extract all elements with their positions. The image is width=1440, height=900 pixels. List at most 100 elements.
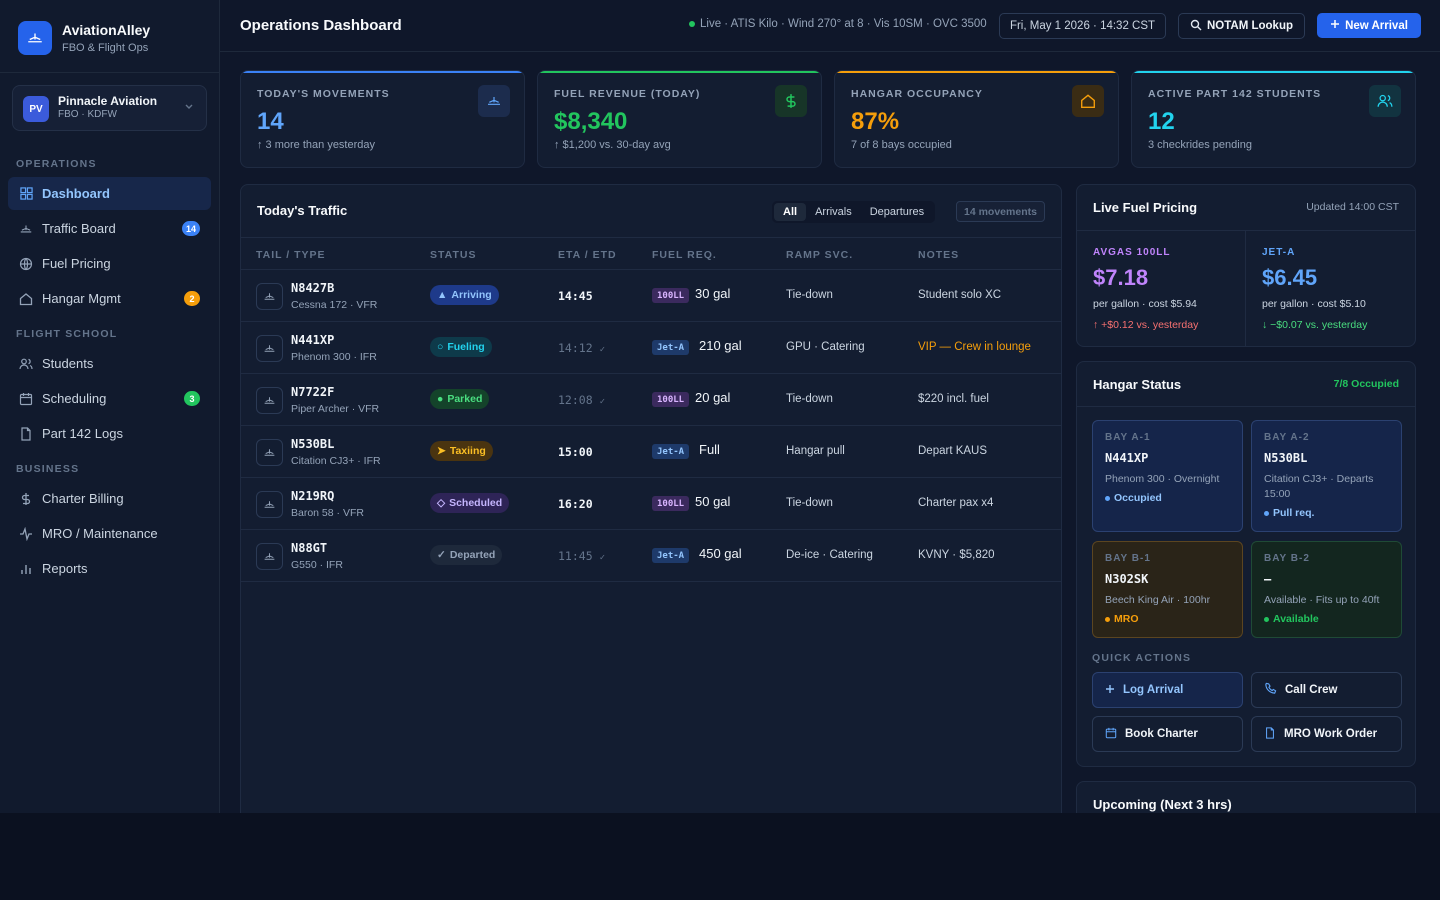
eta: 16:20 (558, 497, 593, 511)
eta-time: 14:12 (558, 341, 593, 355)
bay-status: MRO (1105, 613, 1139, 625)
mro-work-order-label: MRO Work Order (1284, 728, 1378, 740)
kpi-label: ACTIVE PART 142 STUDENTS (1148, 88, 1322, 100)
bay-b2[interactable]: BAY B-2 — Available · Fits up to 40ft Av… (1251, 541, 1402, 638)
fuel-delta: ↑ +$0.12 vs. yesterday (1093, 319, 1199, 331)
new-arrival-button[interactable]: New Arrival (1317, 13, 1421, 38)
eta-time: 16:20 (558, 497, 593, 511)
bay-desc: Beech King Air · 100hr (1105, 594, 1211, 606)
fuel-price: $7.18 (1093, 265, 1149, 290)
file-icon (1264, 726, 1276, 742)
book-charter-label: Book Charter (1125, 728, 1198, 740)
grid-icon (19, 187, 33, 201)
filter-departures[interactable]: Departures (869, 206, 925, 218)
ramp-service: GPU · Catering (786, 341, 865, 353)
sidebar-item-reports[interactable]: Reports (8, 552, 211, 585)
tail-number: N441XP (291, 333, 335, 347)
sidebar-item-scheduling[interactable]: Scheduling 3 (8, 382, 211, 415)
notam-lookup-label: NOTAM Lookup (1206, 20, 1294, 32)
bay-a2[interactable]: BAY A-2 N530BL Citation CJ3+ · Departs 1… (1251, 420, 1402, 532)
tail-number: N7722F (291, 385, 335, 399)
filter-arrivals[interactable]: Arrivals (815, 206, 852, 218)
plus-icon (1105, 684, 1115, 697)
status-label: Scheduled (449, 497, 503, 509)
fuel-type-badge: 100LL (652, 392, 690, 407)
bay-a1[interactable]: BAY A-1 N441XP Phenom 300 · Overnight Oc… (1092, 420, 1243, 532)
kpi-fuel-revenue: FUEL REVENUE (TODAY) $8,340 ↑ $1,200 vs.… (537, 70, 822, 168)
quick-actions-label: QUICK ACTIONS (1092, 652, 1192, 664)
fuel-delta: ↓ −$0.07 vs. yesterday (1262, 319, 1368, 331)
users-icon (19, 357, 33, 371)
call-crew-button[interactable]: Call Crew (1251, 672, 1402, 708)
bay-b1[interactable]: BAY B-1 N302SK Beech King Air · 100hr MR… (1092, 541, 1243, 638)
traffic-filter: All Arrivals Departures (772, 201, 936, 223)
table-row[interactable]: N8427B Cessna 172 · VFR ▲ Arriving 14:45 100L… (241, 270, 1061, 322)
sidebar: AviationAlley FBO & Flight Ops PV Pinnac… (0, 0, 220, 813)
status-badge: ➤ Taxiing (430, 441, 493, 461)
kpi-active-students: ACTIVE PART 142 STUDENTS 12 3 checkrides… (1131, 70, 1416, 168)
fuel-quantity: 210 gal (699, 338, 742, 353)
upcoming-title: Upcoming (Next 3 hrs) (1093, 797, 1232, 812)
eta-time: 11:45 (558, 549, 593, 563)
table-row[interactable]: N219RQ Baron 58 · VFR ◇ Scheduled 16:20 100LL… (241, 478, 1061, 530)
aircraft-type: Citation CJ3+ · IFR (291, 455, 381, 467)
eta: 14:12 ✓ (558, 341, 605, 355)
eta: 11:45 ✓ (558, 549, 605, 563)
ramp-service: Tie-down (786, 497, 833, 509)
filter-all[interactable]: All (774, 203, 807, 221)
section-operations: OPERATIONS (16, 158, 97, 170)
table-row[interactable]: N88GT G550 · IFR ✓ Departed 11:45 ✓ Jet-A 450 g… (241, 530, 1061, 582)
sidebar-item-traffic-board[interactable]: Traffic Board 14 (8, 212, 211, 245)
notes: VIP — Crew in lounge (918, 341, 1031, 353)
fuel-quantity: 20 gal (695, 390, 731, 405)
app-window: AviationAlley FBO & Flight Ops PV Pinnac… (0, 0, 1440, 813)
status-badge: ● Parked (430, 389, 490, 409)
mro-work-order-button[interactable]: MRO Work Order (1251, 716, 1402, 752)
aircraft-type: Piper Archer · VFR (291, 403, 380, 415)
aircraft-type: Baron 58 · VFR (291, 507, 364, 519)
bay-tail: N530BL (1264, 451, 1308, 465)
sidebar-item-fuel-pricing[interactable]: Fuel Pricing (8, 247, 211, 280)
notam-lookup-button[interactable]: NOTAM Lookup (1178, 13, 1305, 39)
bay-label: BAY A-2 (1264, 432, 1310, 443)
log-arrival-button[interactable]: Log Arrival (1092, 672, 1243, 708)
file-icon (19, 426, 33, 441)
status-badge: ▲ Arriving (430, 285, 499, 305)
plane-icon (256, 439, 283, 466)
live-dot-icon (689, 21, 695, 27)
column-header: NOTES (918, 249, 960, 261)
table-row[interactable]: N7722F Piper Archer · VFR ● Parked 12:08 ✓ 100… (241, 374, 1061, 426)
fuel-type-badge: Jet-A (652, 340, 690, 355)
dollar-icon (19, 492, 33, 506)
eta: 15:00 (558, 445, 593, 459)
bay-tail: N302SK (1105, 572, 1149, 586)
bay-desc: Available · Fits up to 40ft (1264, 594, 1380, 606)
globe-icon (19, 257, 33, 271)
bay-tail: N441XP (1105, 451, 1149, 465)
org-avatar: PV (23, 96, 49, 122)
sidebar-item-charter-billing[interactable]: Charter Billing (8, 482, 211, 515)
log-arrival-label: Log Arrival (1123, 684, 1184, 696)
sidebar-item-hangar-mgmt[interactable]: Hangar Mgmt 2 (8, 282, 211, 315)
home-icon (19, 292, 33, 306)
org-switcher[interactable]: PV Pinnacle Aviation FBO · KDFW (12, 85, 207, 131)
sidebar-item-dashboard[interactable]: Dashboard (8, 177, 211, 210)
plane-icon (19, 222, 33, 236)
plane-icon (256, 387, 283, 414)
kpi-sub: 7 of 8 bays occupied (851, 139, 952, 151)
fuel-quantity: 50 gal (695, 494, 731, 509)
book-charter-button[interactable]: Book Charter (1092, 716, 1243, 752)
table-row[interactable]: N441XP Phenom 300 · IFR ○ Fueling 14:12 ✓ Jet-… (241, 322, 1061, 374)
sidebar-item-label: Students (42, 356, 94, 371)
dollar-icon (775, 85, 807, 117)
status-label: Fueling (447, 341, 485, 353)
sidebar-item-part-142-logs[interactable]: Part 142 Logs (8, 417, 211, 450)
scheduling-count-badge: 3 (184, 391, 200, 406)
fuel-type-badge: 100LL (652, 496, 690, 511)
plane-icon (256, 283, 283, 310)
sidebar-item-mro-maintenance[interactable]: MRO / Maintenance (8, 517, 211, 550)
table-row[interactable]: N530BL Citation CJ3+ · IFR ➤ Taxiing 15:00 Je… (241, 426, 1061, 478)
sidebar-item-students[interactable]: Students (8, 347, 211, 380)
plane-icon (256, 335, 283, 362)
status-glyph-icon: ➤ (437, 445, 446, 457)
